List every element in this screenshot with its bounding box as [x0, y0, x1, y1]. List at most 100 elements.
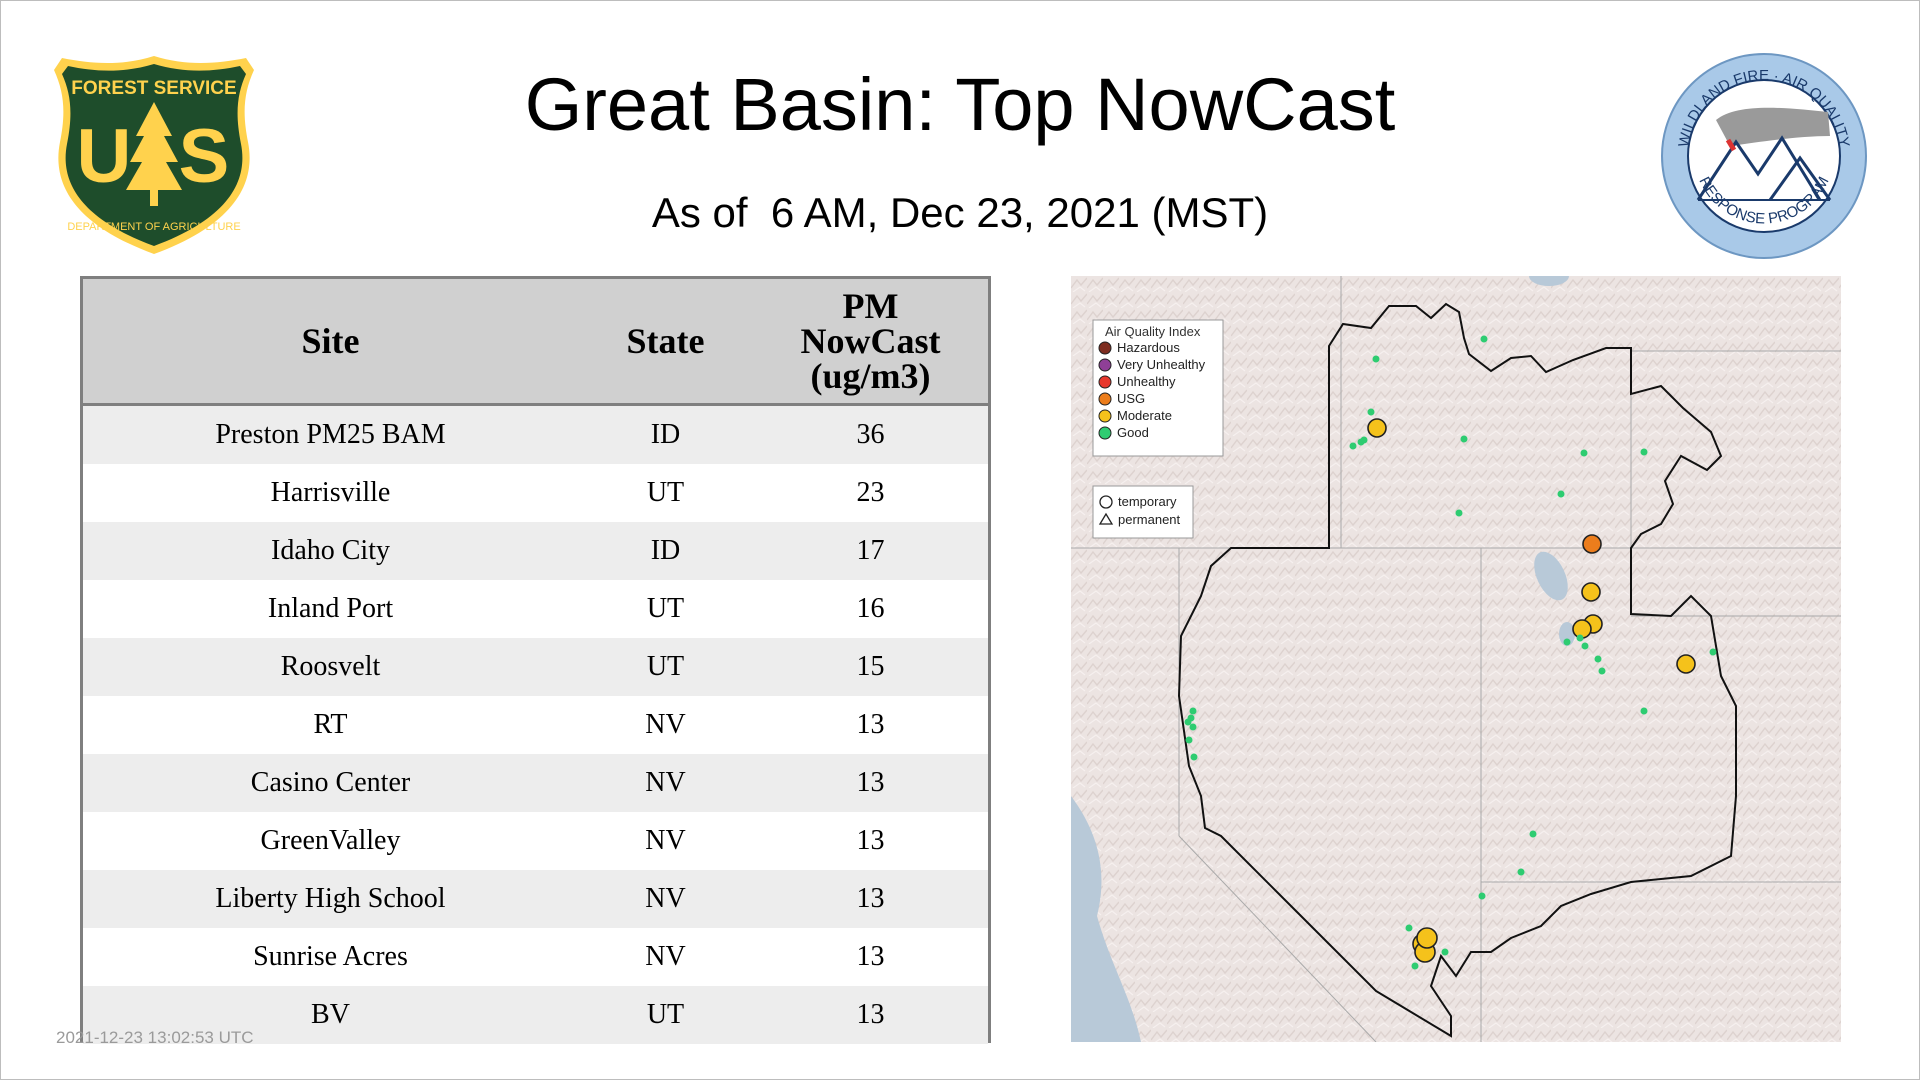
legend-swatch-unhealthy: [1098, 375, 1112, 389]
legend-swatch-very-unhealthy: [1098, 358, 1112, 372]
shape-legend-temporary: temporary: [1118, 494, 1177, 509]
cell-site: RT: [83, 696, 578, 754]
circle-icon: [1099, 495, 1113, 509]
aqi-legend: Air Quality Index Hazardous Very Unhealth…: [1092, 319, 1224, 457]
cell-site: GreenValley: [83, 812, 578, 870]
aqi-site-marker[interactable]: [1411, 962, 1419, 970]
cell-pm-value: 13: [753, 812, 988, 870]
aqi-site-marker[interactable]: [1709, 648, 1717, 656]
smoke-icon: [1716, 107, 1830, 146]
aqi-site-marker[interactable]: [1349, 442, 1357, 450]
aqi-site-marker[interactable]: [1581, 582, 1601, 602]
cell-pm-value: 13: [753, 928, 988, 986]
cell-site: Idaho City: [83, 522, 578, 580]
aqi-site-marker[interactable]: [1360, 436, 1368, 444]
table-header-row: Site State PM NowCast (ug/m3): [83, 279, 988, 406]
svg-text:U: U: [77, 114, 132, 199]
aqi-site-marker[interactable]: [1367, 408, 1375, 416]
aqi-site-marker[interactable]: [1581, 642, 1589, 650]
aqi-site-marker[interactable]: [1189, 723, 1197, 731]
legend-label: Hazardous: [1117, 340, 1180, 355]
page-subtitle: As of 6 AM, Dec 23, 2021 (MST): [651, 189, 1269, 236]
legend-swatch-moderate: [1098, 409, 1112, 423]
wildland-fire-logo: WILDLAND FIRE · AIR QUALITY RESPONSE PRO…: [1661, 53, 1867, 259]
aqi-site-marker[interactable]: [1441, 948, 1449, 956]
table-row: Inland Port UT 16: [83, 580, 988, 638]
aqi-site-marker[interactable]: [1576, 634, 1584, 642]
mountain-icon: [1696, 135, 1822, 201]
cell-state: UT: [578, 464, 753, 522]
cell-pm-value: 13: [753, 870, 988, 928]
cell-pm-value: 13: [753, 696, 988, 754]
table-row: BV UT 13: [83, 986, 988, 1044]
aqi-site-marker[interactable]: [1184, 718, 1192, 726]
triangle-icon: [1098, 512, 1114, 525]
pine-tree-icon: [126, 102, 182, 190]
great-salt-lake: [1529, 276, 1569, 286]
aqi-site-marker[interactable]: [1594, 655, 1602, 663]
cell-state: NV: [578, 696, 753, 754]
page-title: Great Basin: Top NowCast: [524, 63, 1396, 146]
cell-site: BV: [83, 986, 578, 1044]
cell-site: Casino Center: [83, 754, 578, 812]
aqi-site-marker[interactable]: [1185, 736, 1193, 744]
aqi-site-marker[interactable]: [1580, 449, 1588, 457]
table-row: Casino Center NV 13: [83, 754, 988, 812]
cell-pm-value: 17: [753, 522, 988, 580]
cell-pm-value: 23: [753, 464, 988, 522]
table-row: Preston PM25 BAM ID 36: [83, 404, 988, 464]
legend-swatch-usg: [1098, 392, 1112, 406]
legend-label: Very Unhealthy: [1117, 357, 1206, 372]
cell-state: ID: [578, 522, 753, 580]
shape-legend-permanent: permanent: [1118, 512, 1181, 527]
nowcast-table: Site State PM NowCast (ug/m3) Preston PM…: [80, 276, 991, 1044]
aqi-site-marker[interactable]: [1416, 927, 1438, 949]
aqi-site-marker[interactable]: [1640, 448, 1648, 456]
legend-title: Air Quality Index: [1105, 324, 1201, 339]
table-row: GreenValley NV 13: [83, 812, 988, 870]
aqi-site-marker[interactable]: [1582, 534, 1602, 554]
aqi-site-marker[interactable]: [1372, 355, 1380, 363]
header-site: Site: [83, 279, 578, 406]
aqi-site-marker[interactable]: [1455, 509, 1463, 517]
cell-state: ID: [578, 404, 753, 464]
cell-state: UT: [578, 638, 753, 696]
aqi-site-marker[interactable]: [1598, 667, 1606, 675]
legend-swatch-hazardous: [1098, 341, 1112, 355]
aqi-site-marker[interactable]: [1189, 707, 1197, 715]
aqi-site-marker[interactable]: [1640, 707, 1648, 715]
aqi-markers: [1184, 335, 1717, 970]
aqi-site-marker[interactable]: [1460, 435, 1468, 443]
table-row: Sunrise Acres NV 13: [83, 928, 988, 986]
legend-label: Good: [1117, 425, 1149, 440]
aqi-site-marker[interactable]: [1557, 490, 1565, 498]
aqi-site-marker[interactable]: [1563, 638, 1571, 646]
fs-top-text: FOREST SERVICE: [71, 78, 236, 99]
cell-pm-value: 36: [753, 404, 988, 464]
legend-label: USG: [1117, 391, 1145, 406]
cell-pm-value: 13: [753, 986, 988, 1044]
aqi-site-marker[interactable]: [1367, 418, 1387, 438]
aqi-site-marker[interactable]: [1480, 335, 1488, 343]
aqi-site-marker[interactable]: [1405, 924, 1413, 932]
cell-state: UT: [578, 580, 753, 638]
aqi-map: Air Quality Index Hazardous Very Unhealth…: [1071, 276, 1841, 1042]
cell-pm-value: 16: [753, 580, 988, 638]
cell-site: Harrisville: [83, 464, 578, 522]
cell-site: Liberty High School: [83, 870, 578, 928]
header-state: State: [578, 279, 753, 406]
shape-legend: temporary permanent: [1092, 485, 1194, 539]
cell-site: Inland Port: [83, 580, 578, 638]
cell-state: NV: [578, 928, 753, 986]
cell-site: Roosvelt: [83, 638, 578, 696]
aqi-site-marker[interactable]: [1517, 868, 1525, 876]
aqi-site-marker[interactable]: [1478, 892, 1486, 900]
aqi-site-marker[interactable]: [1529, 830, 1537, 838]
header-pm-nowcast: PM NowCast (ug/m3): [753, 279, 988, 406]
ocean-area: [1071, 796, 1141, 1042]
aqi-site-marker[interactable]: [1676, 654, 1696, 674]
svg-text:S: S: [179, 114, 230, 199]
table-row: RT NV 13: [83, 696, 988, 754]
aqi-site-marker[interactable]: [1190, 753, 1198, 761]
cell-site: Sunrise Acres: [83, 928, 578, 986]
